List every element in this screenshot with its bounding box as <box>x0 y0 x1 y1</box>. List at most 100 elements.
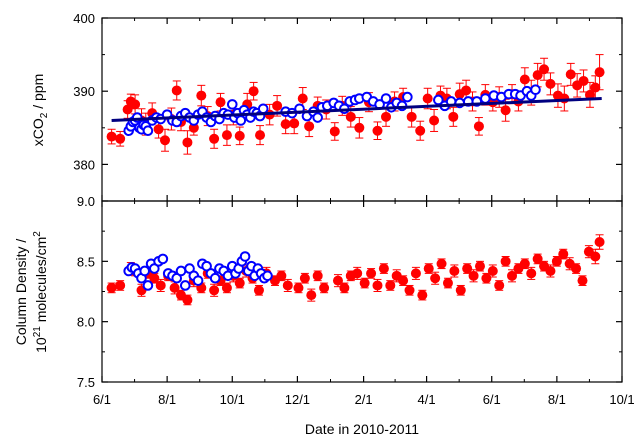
top-data-point-red <box>171 85 182 96</box>
top-data-point-red <box>519 74 530 85</box>
top-data-point-red <box>539 64 550 75</box>
bottom-data-point-red <box>209 285 220 296</box>
xtick-label: 6/1 <box>93 392 111 407</box>
bottom-data-point-red <box>500 256 511 267</box>
bottom-data-point-red <box>339 282 350 293</box>
bottom-ytick-label: 9.0 <box>77 194 95 209</box>
bottom-data-point-red <box>404 285 415 296</box>
top-data-point-blue <box>402 91 413 103</box>
top-data-point-red <box>545 78 556 89</box>
top-series-1 <box>123 84 541 137</box>
top-data-point-blue <box>226 99 238 110</box>
bottom-data-point-red <box>398 275 409 286</box>
bottom-data-point-blue <box>179 280 191 291</box>
bottom-ylabel-line2: 1021 molecules/cm2 <box>32 231 49 353</box>
top-data-point-red <box>248 86 259 97</box>
top-ytick-label: 400 <box>73 11 95 26</box>
bottom-data-point-blue <box>239 251 251 262</box>
bottom-data-point-red <box>293 282 304 293</box>
top-data-point-blue <box>142 125 154 137</box>
top-data-point-red <box>188 122 199 133</box>
top-data-point-red <box>584 89 595 100</box>
top-data-point-blue <box>480 93 491 104</box>
bottom-ylabel-line1: Column Density / <box>13 239 29 346</box>
bottom-data-point-red <box>455 285 466 296</box>
bottom-data-point-red <box>487 265 498 276</box>
bottom-data-point-red <box>423 263 434 274</box>
bottom-data-point-red <box>526 268 537 279</box>
bottom-panel: 7.5 8.0 8.5 9.0 <box>77 194 623 390</box>
top-data-point-red <box>354 122 365 133</box>
top-data-point-red <box>381 111 392 122</box>
top-data-point-red <box>289 118 300 129</box>
top-ytick-label: 380 <box>73 157 95 172</box>
top-data-point-red <box>280 119 291 130</box>
top-ylabel: xCO2 / ppm <box>30 74 50 146</box>
bottom-data-point-red <box>306 290 317 301</box>
bottom-data-point-red <box>234 278 245 289</box>
top-data-point-red <box>209 133 220 144</box>
top-data-point-blue <box>257 103 269 115</box>
top-data-point-blue <box>380 93 392 104</box>
top-data-point-red <box>115 133 126 144</box>
xtick-label: 10/1 <box>220 392 245 407</box>
xtick-label: 8/1 <box>548 392 566 407</box>
top-data-point-red <box>130 99 141 110</box>
top-data-point-red <box>461 85 472 96</box>
bottom-data-point-red <box>276 270 287 281</box>
bottom-data-point-blue <box>142 280 154 291</box>
bottom-data-point-red <box>468 270 479 281</box>
bottom-data-point-red <box>594 237 605 248</box>
top-data-point-red <box>255 130 266 141</box>
top-data-point-red <box>215 97 226 108</box>
bottom-data-point-red <box>182 294 193 305</box>
bottom-data-point-red <box>282 280 293 291</box>
xtick-label: 8/1 <box>158 392 176 407</box>
top-data-point-red <box>500 105 511 116</box>
top-fit-line <box>111 97 602 122</box>
bottom-data-point-red <box>545 265 556 276</box>
top-data-point-red <box>372 125 383 136</box>
top-data-point-red <box>272 100 283 111</box>
bottom-data-point-red <box>299 273 310 284</box>
bottom-data-point-blue <box>262 270 273 282</box>
top-data-point-red <box>578 75 589 86</box>
bottom-data-point-blue <box>209 272 221 284</box>
xtick-label: 12/1 <box>285 392 310 407</box>
bottom-data-point-red <box>385 280 396 291</box>
bottom-data-point-red <box>312 270 323 281</box>
bottom-data-point-red <box>474 261 485 272</box>
bottom-data-point-red <box>253 285 264 296</box>
top-data-point-red <box>304 121 315 132</box>
bottom-data-point-red <box>577 275 588 286</box>
top-data-point-red <box>448 111 459 122</box>
top-series-2 <box>111 97 602 122</box>
bottom-data-point-red <box>436 258 447 269</box>
bottom-data-point-red <box>319 282 330 293</box>
bottom-data-point-red <box>378 263 389 274</box>
top-data-point-red <box>182 137 193 148</box>
top-data-point-blue <box>433 94 444 106</box>
bottom-ytick-label: 7.5 <box>77 375 95 390</box>
top-data-point-red <box>153 124 164 135</box>
bottom-data-point-red <box>519 258 530 269</box>
top-data-point-red <box>406 111 417 122</box>
top-data-point-red <box>329 126 340 137</box>
bottom-data-point-red <box>221 282 232 293</box>
xtick-label: 2/1 <box>355 392 373 407</box>
bottom-ytick-label: 8.0 <box>77 315 95 330</box>
bottom-series-1 <box>123 251 273 291</box>
bottom-data-point-red <box>462 263 473 274</box>
bottom-data-point-red <box>366 268 377 279</box>
top-data-point-red <box>594 67 605 78</box>
bottom-data-point-red <box>149 273 160 284</box>
top-data-point-red <box>122 104 133 115</box>
xtick-label: 4/1 <box>418 392 436 407</box>
top-panel: 380 390 400 <box>73 11 623 202</box>
top-data-point-red <box>429 115 440 126</box>
top-data-point-red <box>590 82 601 93</box>
bottom-data-point-red <box>442 278 453 289</box>
top-data-point-red <box>297 93 308 104</box>
top-ytick-label: 390 <box>73 84 95 99</box>
bottom-data-point-blue <box>157 253 169 265</box>
